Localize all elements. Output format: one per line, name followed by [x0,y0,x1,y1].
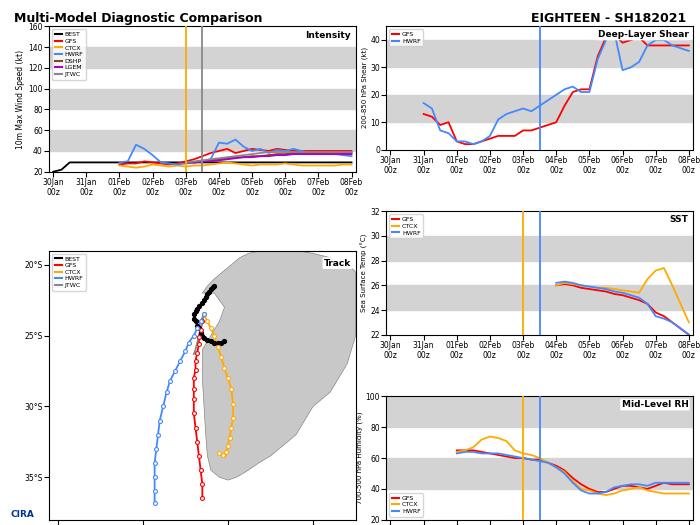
Polygon shape [202,250,356,480]
Text: SST: SST [669,215,688,224]
Text: CIRA: CIRA [10,510,34,519]
Bar [49,89,356,109]
Bar [386,40,693,67]
Legend: GFS, CTCX, HWRF: GFS, CTCX, HWRF [389,493,424,517]
Bar [386,95,693,122]
Bar [49,130,356,151]
Y-axis label: Sea Surface Temp (°C): Sea Surface Temp (°C) [360,234,368,312]
Bar [49,47,356,68]
Y-axis label: 200-850 hPa Shear (kt): 200-850 hPa Shear (kt) [361,47,368,129]
Text: EIGHTEEN - SH182021: EIGHTEEN - SH182021 [531,12,686,25]
Bar [386,236,693,261]
Legend: BEST, GFS, CTCX, HWRF, DSHP, LGEM, JTWC: BEST, GFS, CTCX, HWRF, DSHP, LGEM, JTWC [52,29,86,79]
Bar [386,458,693,489]
Text: Intensity: Intensity [305,30,351,39]
Y-axis label: 10m Max Wind Speed (kt): 10m Max Wind Speed (kt) [17,49,25,149]
Legend: BEST, GFS, CTCX, HWRF, JTWC: BEST, GFS, CTCX, HWRF, JTWC [52,254,86,290]
Text: Deep-Layer Shear: Deep-Layer Shear [598,30,688,39]
Text: Multi-Model Diagnostic Comparison: Multi-Model Diagnostic Comparison [14,12,262,25]
Bar [386,286,693,310]
Text: Mid-Level RH: Mid-Level RH [622,400,688,409]
Text: Track: Track [324,259,351,268]
Y-axis label: 700-500 hPa Humidity (%): 700-500 hPa Humidity (%) [356,412,363,505]
Bar [386,396,693,427]
Legend: GFS, HWRF: GFS, HWRF [389,29,424,46]
Legend: GFS, CTCX, HWRF: GFS, CTCX, HWRF [389,214,424,238]
